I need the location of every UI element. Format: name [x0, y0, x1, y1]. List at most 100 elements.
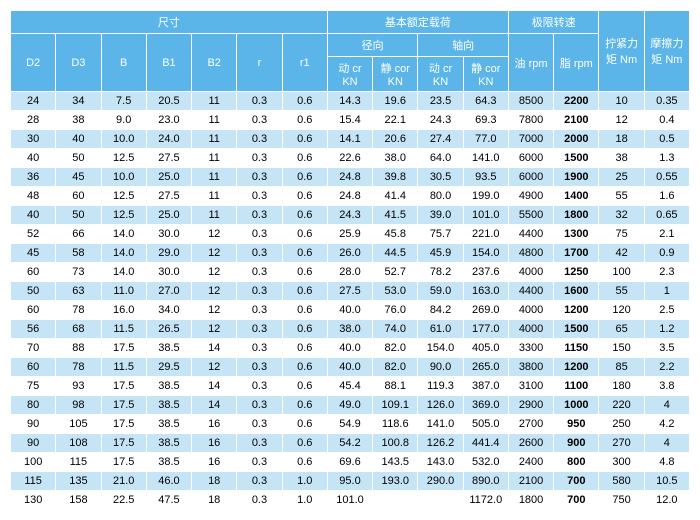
table-cell: 193.0	[373, 472, 418, 491]
table-cell: 1.2	[644, 320, 689, 339]
table-cell: 441.4	[463, 434, 508, 453]
table-cell: 60	[11, 358, 56, 377]
table-cell: 98	[56, 396, 101, 415]
table-cell: 30.0	[146, 263, 191, 282]
table-cell: 45.8	[373, 225, 418, 244]
table-cell: 60	[11, 263, 56, 282]
table-cell: 0.3	[237, 301, 282, 320]
table-cell: 221.0	[463, 225, 508, 244]
table-cell: 25.0	[146, 206, 191, 225]
table-cell: 0.3	[237, 206, 282, 225]
table-cell: 1300	[554, 225, 599, 244]
table-cell: 39.8	[373, 168, 418, 187]
table-cell: 42	[599, 244, 644, 263]
table-cell: 12	[192, 320, 237, 339]
table-cell: 0.3	[237, 491, 282, 510]
table-row: 13015822.547.5180.31.0101.01172.01800700…	[11, 491, 690, 510]
table-cell: 100.8	[373, 434, 418, 453]
hdr-axial-cr: 动 cr KN	[418, 57, 463, 92]
table-cell: 141.0	[463, 149, 508, 168]
table-cell: 47.5	[146, 491, 191, 510]
hdr-oil-rpm: 油 rpm	[508, 34, 553, 92]
table-cell: 93.5	[463, 168, 508, 187]
table-cell: 199.0	[463, 187, 508, 206]
table-cell: 0.5	[644, 130, 689, 149]
table-cell: 16	[192, 434, 237, 453]
table-cell: 16	[192, 415, 237, 434]
table-cell: 2700	[508, 415, 553, 434]
table-row: 28389.023.0110.30.615.422.124.369.378002…	[11, 111, 690, 130]
table-cell: 21.0	[101, 472, 146, 491]
table-cell: 269.0	[463, 301, 508, 320]
table-cell: 6000	[508, 149, 553, 168]
table-cell: 4800	[508, 244, 553, 263]
table-cell: 45	[56, 168, 101, 187]
table-cell: 1000	[554, 396, 599, 415]
table-cell: 405.0	[463, 339, 508, 358]
table-cell: 11.5	[101, 358, 146, 377]
table-cell: 20.5	[146, 92, 191, 111]
table-cell: 0.6	[282, 320, 327, 339]
table-cell: 4	[644, 434, 689, 453]
table-cell: 0.6	[282, 453, 327, 472]
hdr-friction: 摩擦力矩 Nm	[644, 11, 689, 92]
table-cell: 2000	[554, 130, 599, 149]
table-cell: 12.0	[644, 491, 689, 510]
table-cell: 17.5	[101, 377, 146, 396]
table-cell: 0.6	[282, 92, 327, 111]
table-row: 526614.030.0120.30.625.945.875.7221.0440…	[11, 225, 690, 244]
table-cell: 0.6	[282, 434, 327, 453]
table-cell: 88.1	[373, 377, 418, 396]
table-cell: 14	[192, 339, 237, 358]
table-cell: 50	[56, 206, 101, 225]
table-cell: 3.8	[644, 377, 689, 396]
table-cell: 0.6	[282, 168, 327, 187]
table-cell: 60	[56, 187, 101, 206]
hdr-b2: B2	[192, 34, 237, 92]
table-cell: 24.3	[327, 206, 372, 225]
table-cell: 14	[192, 377, 237, 396]
table-cell: 7800	[508, 111, 553, 130]
table-cell	[418, 491, 463, 510]
table-cell: 44.5	[373, 244, 418, 263]
table-cell: 0.3	[237, 149, 282, 168]
table-cell: 38.5	[146, 377, 191, 396]
table-row: 607811.529.5120.30.640.082.090.0265.0380…	[11, 358, 690, 377]
table-cell: 45.9	[418, 244, 463, 263]
table-cell: 0.3	[237, 415, 282, 434]
table-cell: 4.8	[644, 453, 689, 472]
table-cell: 700	[554, 491, 599, 510]
table-cell: 11.5	[101, 320, 146, 339]
table-cell: 38.5	[146, 415, 191, 434]
table-row: 10011517.538.5160.30.669.6143.5143.0532.…	[11, 453, 690, 472]
hdr-radial-cor: 静 cor KN	[373, 57, 418, 92]
table-cell: 12	[192, 282, 237, 301]
table-cell: 0.6	[282, 244, 327, 263]
table-cell: 17.5	[101, 396, 146, 415]
table-cell: 220	[599, 396, 644, 415]
hdr-r1: r1	[282, 34, 327, 92]
table-cell: 12	[192, 263, 237, 282]
table-cell: 80.0	[418, 187, 463, 206]
table-cell: 0.6	[282, 225, 327, 244]
table-cell: 25.0	[146, 168, 191, 187]
table-cell: 0.6	[282, 130, 327, 149]
table-cell: 29.5	[146, 358, 191, 377]
table-cell: 0.3	[237, 339, 282, 358]
table-cell: 78	[56, 358, 101, 377]
table-cell: 12.5	[101, 187, 146, 206]
table-row: 607314.030.0120.30.628.052.778.2237.6400…	[11, 263, 690, 282]
table-cell: 0.9	[644, 244, 689, 263]
table-cell: 4.2	[644, 415, 689, 434]
table-cell: 64.3	[463, 92, 508, 111]
table-cell: 0.65	[644, 206, 689, 225]
hdr-d2: D2	[11, 34, 56, 92]
table-cell: 38.0	[327, 320, 372, 339]
table-cell: 532.0	[463, 453, 508, 472]
table-row: 809817.538.5140.30.649.0109.1126.0369.02…	[11, 396, 690, 415]
table-cell: 82.0	[373, 339, 418, 358]
table-cell: 0.3	[237, 130, 282, 149]
table-cell: 28.0	[327, 263, 372, 282]
table-cell: 800	[554, 453, 599, 472]
table-cell: 109.1	[373, 396, 418, 415]
